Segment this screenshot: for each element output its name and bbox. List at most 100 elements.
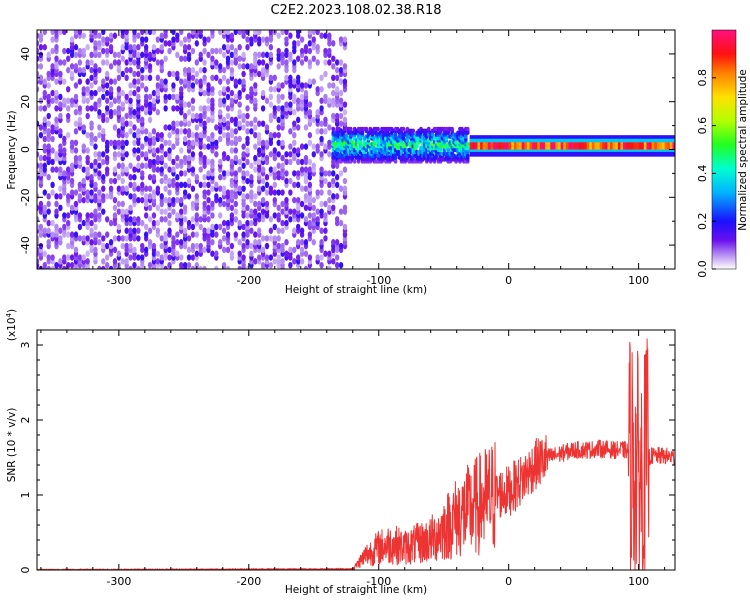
spectrogram-cell [89, 174, 94, 181]
spectrogram-cell [73, 231, 79, 238]
spectrogram-cell [112, 166, 118, 173]
spectrogram-cell [116, 86, 122, 93]
spectrogram-cell [112, 177, 118, 185]
spectrogram-cell [331, 82, 336, 89]
spectrogram-cell [260, 89, 266, 97]
spectrogram-cell [202, 200, 207, 208]
spectrogram-cell [42, 105, 47, 112]
spectrogram-cell [225, 170, 231, 177]
spectrogram-cell [206, 189, 211, 196]
spectrogram-cell [221, 235, 227, 242]
spectrogram-cell [182, 128, 188, 135]
spectrogram-cell [104, 154, 110, 162]
spectrogram-cell [97, 212, 102, 219]
spectrogram-cell [42, 162, 47, 169]
spectrogram-cell [303, 154, 309, 162]
spectrogram-cell [284, 158, 289, 166]
spectrogram-cell [303, 143, 309, 150]
spectrogram-cell [311, 151, 316, 158]
spectrogram-cell [69, 63, 75, 70]
spectrogram-cell [253, 124, 258, 131]
spectrogram-cell [179, 78, 184, 85]
spectrogram-cell [630, 142, 634, 150]
spectrogram-cell [280, 51, 285, 59]
spectrogram-cell [364, 126, 369, 132]
spectrogram-cell [547, 142, 551, 150]
spectrogram-cell [128, 66, 133, 74]
spectrogram-cell [295, 40, 301, 47]
spectrogram-cell [641, 142, 645, 150]
spectrogram-cell [120, 70, 125, 78]
spectrogram-cell [93, 143, 98, 150]
spectrogram-cell [93, 158, 98, 166]
spectrogram-cell [128, 174, 133, 181]
spectrogram-cell [194, 193, 200, 200]
spectrogram-cell [225, 112, 231, 120]
spectrogram-cell [190, 66, 196, 74]
spectrogram-cell [268, 74, 274, 82]
spectrogram-cell [311, 116, 316, 124]
spectrogram-cell [136, 44, 141, 51]
spectrogram-cell [65, 219, 71, 227]
spectrogram-cell [198, 51, 203, 59]
spectrogram-cell [136, 196, 141, 204]
spectrogram-cell [253, 231, 258, 238]
spectrogram-cell [54, 223, 59, 231]
spectrogram-cell [534, 142, 538, 150]
spectrogram-cell [171, 143, 176, 150]
spectrogram-cell [89, 74, 94, 82]
spectrogram-cell [50, 147, 55, 154]
spectrogram-cell [221, 86, 227, 93]
spectrogram-cell [190, 131, 196, 139]
spectrogram-cell [136, 32, 141, 39]
spectrogram-cell [37, 47, 40, 55]
spectrogram-cell [89, 89, 94, 97]
y-tick-label: 0 [19, 567, 32, 574]
spectrogram-cell [46, 120, 51, 127]
spectrogram-cell [175, 154, 180, 162]
spectrogram-cell [253, 51, 258, 59]
spectrogram-cell [163, 105, 168, 112]
spectrogram-cell [214, 139, 219, 147]
spectrogram-cell [37, 135, 40, 143]
spectrogram-cell [58, 128, 63, 135]
spectrogram-cell [77, 181, 83, 189]
spectrogram-cell [42, 78, 47, 85]
spectrogram-cell [253, 166, 258, 173]
spectrogram-cell [171, 166, 176, 173]
spectrogram-cell [85, 212, 90, 219]
spectrogram-cell [190, 254, 196, 261]
spectrogram-cell [104, 116, 110, 124]
spectrogram-cell [97, 97, 102, 104]
spectrogram-cell [163, 216, 168, 223]
spectrogram-cell [299, 227, 305, 234]
spectrogram-cell [190, 97, 196, 104]
spectrogram-cell [77, 66, 83, 74]
spectrogram-cell [73, 93, 79, 101]
spectrogram-cell [490, 142, 494, 150]
spectrogram-cell [264, 36, 270, 43]
spectrogram-cell [93, 223, 98, 231]
spectrogram-cell [229, 177, 235, 185]
spectrogram-cell [186, 235, 192, 242]
spectrogram-cell [214, 193, 219, 200]
spectrogram-cell [338, 78, 344, 85]
spectrogram-cell [167, 147, 172, 154]
spectrogram-cell [116, 59, 122, 66]
spectrogram-cell [672, 142, 675, 150]
spectrogram-cell [85, 189, 90, 196]
spectrogram-cell [276, 124, 281, 131]
spectrogram-cell [136, 265, 141, 269]
spectrogram-cell [284, 59, 289, 66]
spectrogram-cell [218, 78, 223, 85]
spectrogram-cell [646, 142, 650, 150]
spectrogram-cell [237, 250, 242, 257]
spectrogram-cell [202, 181, 207, 189]
spectrogram-cell [65, 66, 71, 74]
spectrogram-cell [229, 242, 235, 250]
spectrogram-cell [206, 227, 211, 234]
spectrogram-cell [524, 142, 528, 150]
spectrogram-cell [249, 128, 254, 135]
spectrogram-cell [221, 227, 227, 234]
spectrogram-cell [334, 66, 340, 74]
